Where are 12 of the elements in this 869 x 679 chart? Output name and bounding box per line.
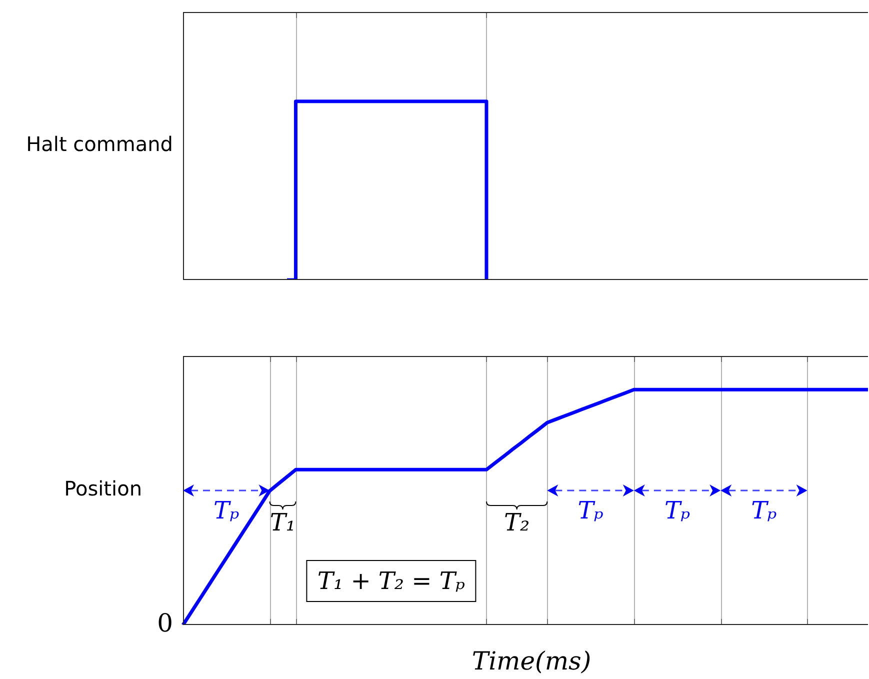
annotation: Tₚ xyxy=(664,496,690,525)
annotation: Tₚ xyxy=(214,496,240,525)
y-axis-title: Position xyxy=(64,476,142,501)
annotation: T₂ xyxy=(504,508,530,537)
annotation: T₁ xyxy=(270,508,296,537)
note-frame: T₁ + T₂ = Tₚ xyxy=(306,560,476,602)
annotation: T₁ + T₂ = Tₚ xyxy=(317,566,466,595)
annotation: Tₚ xyxy=(578,496,604,525)
annotation: Tₚ xyxy=(751,496,778,525)
x-axis-title: Time(ms) xyxy=(472,646,592,676)
y-axis-title: Halt command xyxy=(26,132,173,156)
text: 0 xyxy=(157,608,173,638)
